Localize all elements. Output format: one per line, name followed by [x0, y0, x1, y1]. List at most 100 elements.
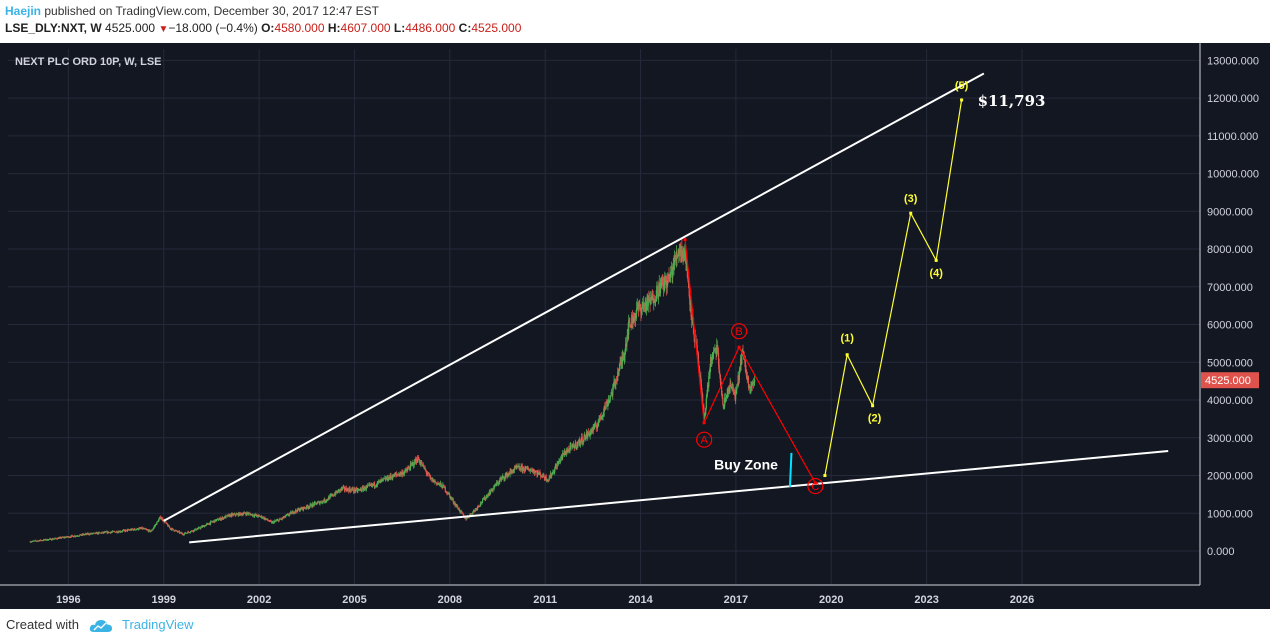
candle-body — [686, 265, 688, 277]
candle-body — [749, 386, 751, 389]
candle-body — [347, 488, 349, 490]
tradingview-link[interactable]: TradingView — [122, 617, 194, 632]
y-tick-label: 2000.000 — [1207, 471, 1253, 483]
candle-body — [519, 469, 522, 471]
candle-body — [738, 370, 740, 381]
candle-body — [78, 535, 80, 537]
candle-body — [558, 460, 560, 462]
candle-body — [535, 471, 537, 473]
candle-body — [238, 512, 240, 516]
candle-body — [389, 476, 391, 479]
candle-body — [672, 266, 674, 270]
candle-body — [620, 361, 622, 364]
candle-body — [743, 352, 745, 356]
candle-body — [638, 303, 640, 310]
candle-body — [192, 531, 194, 532]
candle-body — [732, 386, 734, 392]
candle-body — [462, 513, 464, 515]
candle-body — [504, 478, 506, 480]
candle-body — [433, 479, 435, 483]
candle-body — [415, 459, 418, 463]
candle-body — [465, 518, 467, 520]
candle-body — [511, 470, 513, 472]
candle-body — [306, 505, 308, 507]
candle-body — [657, 286, 659, 297]
candle-body — [579, 439, 581, 445]
candle-body — [120, 531, 122, 533]
candle-body — [542, 473, 544, 477]
candle-body — [275, 520, 278, 522]
candle-body — [285, 515, 287, 517]
candle-body — [392, 477, 394, 479]
candle-body — [393, 473, 396, 477]
candle-body — [719, 374, 721, 383]
candle-body — [574, 445, 576, 449]
candle-body — [423, 468, 426, 469]
chart-container[interactable]: 1996 1999 2002 2005 2008 2011 2014 2017 2020 2023… — [0, 43, 1270, 609]
author-link[interactable]: Haejin — [5, 4, 42, 18]
candle-body — [239, 512, 242, 514]
candle-body — [637, 306, 640, 310]
candle-body — [471, 513, 473, 515]
candle-body — [399, 472, 401, 475]
candle-body — [164, 521, 166, 523]
candle-body — [708, 376, 710, 387]
candle-body — [706, 393, 708, 399]
candle-body — [114, 531, 116, 533]
candle-body — [602, 414, 604, 416]
candle-body — [684, 245, 687, 263]
candle-body — [298, 508, 300, 512]
candle-body — [36, 541, 38, 542]
candle-body — [752, 381, 754, 384]
target-price-annotation: $11,793 — [978, 92, 1046, 110]
candle-body — [216, 518, 218, 520]
candle-body — [432, 478, 434, 483]
low-value: 4486.000 — [405, 21, 456, 35]
candle-body — [342, 486, 344, 488]
candle-body — [288, 513, 291, 516]
candle-body — [321, 502, 323, 504]
candle-body — [300, 507, 302, 509]
candle-body — [433, 479, 435, 483]
candle-body — [149, 530, 151, 532]
candle-body — [411, 462, 413, 465]
candle-body — [272, 521, 275, 524]
candle-body — [222, 517, 225, 520]
candle-body — [419, 463, 421, 465]
candle-body — [257, 515, 259, 517]
candle-body — [386, 476, 388, 480]
candle-body — [469, 513, 471, 515]
publish-line: Haejin published on TradingView.com, Dec… — [5, 4, 379, 18]
candle-body — [264, 517, 266, 520]
candle-body — [444, 487, 446, 492]
candle-body — [95, 532, 97, 534]
candle-body — [728, 390, 730, 392]
candle-body — [198, 527, 201, 529]
candle-body — [564, 451, 566, 455]
candle-body — [414, 459, 416, 465]
candle-body — [287, 514, 289, 516]
candle-body — [665, 279, 668, 288]
candle-body — [609, 399, 611, 400]
candle-body — [309, 504, 311, 507]
candle-body — [397, 474, 399, 476]
candle-body — [740, 359, 742, 365]
candle-body — [132, 529, 135, 531]
candle-body — [594, 423, 596, 425]
candle-body — [284, 516, 286, 518]
candle-body — [387, 479, 390, 481]
candle-body — [219, 517, 221, 521]
candle-body — [618, 364, 621, 371]
candle-body — [143, 528, 145, 530]
candle-body — [565, 450, 567, 454]
candle-body — [169, 527, 171, 530]
candle-body — [426, 473, 428, 475]
candle-body — [379, 479, 382, 483]
candle-body — [473, 510, 475, 512]
candle-body — [316, 502, 319, 504]
candle-body — [714, 347, 716, 349]
candle-body — [142, 528, 144, 530]
price-chart[interactable]: 1996 1999 2002 2005 2008 2011 2014 2017 2020 2023… — [0, 43, 1270, 609]
candle-body — [244, 512, 246, 514]
candle-body — [283, 516, 286, 518]
